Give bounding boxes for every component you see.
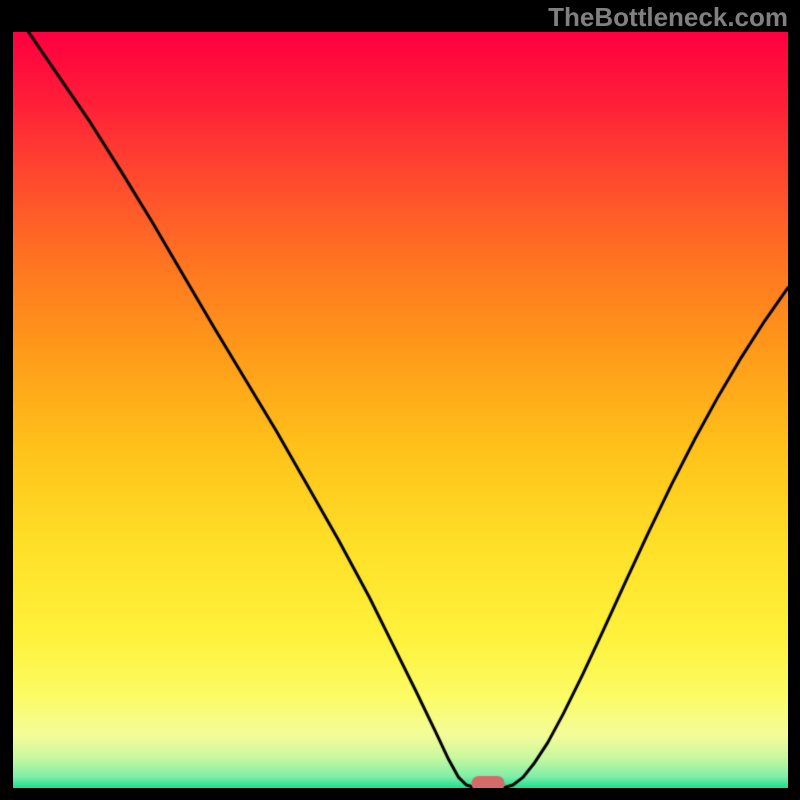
plot-area: [13, 32, 788, 788]
watermark-text: TheBottleneck.com: [548, 2, 788, 33]
chart-frame: TheBottleneck.com: [0, 0, 800, 800]
optimum-marker: [13, 32, 788, 788]
